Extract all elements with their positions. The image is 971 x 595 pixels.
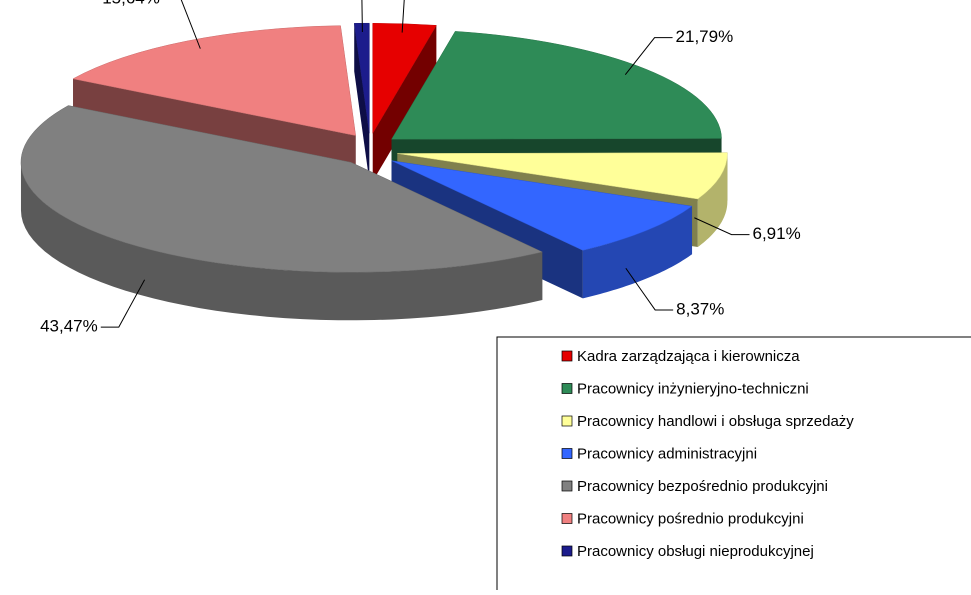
slice-radial-side <box>372 25 437 182</box>
legend-swatch <box>561 350 573 362</box>
legend-swatch <box>561 415 573 427</box>
pie-tops <box>20 22 728 273</box>
legend: Kadra zarządzająca i kierownicza Pracowni… <box>496 336 971 595</box>
leader-line <box>625 267 674 311</box>
legend-label: Pracownicy inżynieryjno-techniczni <box>577 380 809 397</box>
slice <box>391 31 722 140</box>
slice <box>372 23 437 135</box>
slice-outer-side <box>20 162 543 321</box>
legend-swatch <box>561 513 573 524</box>
slice <box>20 105 543 273</box>
data-label: 43,47% <box>40 317 98 336</box>
data-label: 8,37% <box>676 299 724 318</box>
slice <box>397 152 728 200</box>
legend-label: Pracownicy administracyjni <box>577 445 757 462</box>
leader-line <box>361 0 363 33</box>
slice <box>72 25 356 136</box>
data-label: 15,64% <box>102 0 160 7</box>
legend-box <box>496 336 971 595</box>
leader-line <box>694 217 750 236</box>
legend-label: Pracownicy handlowi i obsługa sprzedaży <box>577 413 854 430</box>
legend-label: Pracownicy obsługi nieprodukcyjnej <box>577 543 814 560</box>
data-labels: 3,09%21,79%6,91%8,37%43,47%15,64%0,73% <box>40 0 801 336</box>
data-label: 21,79% <box>676 27 734 46</box>
data-label: 6,91% <box>753 224 801 243</box>
leader-line <box>401 0 405 33</box>
legend-swatch <box>561 448 573 459</box>
legend-label: Pracownicy bezpośrednio produkcyjni <box>577 478 828 495</box>
legend-swatch <box>561 480 573 492</box>
leader-line <box>180 0 201 49</box>
legend-swatch <box>561 383 573 394</box>
legend-swatch <box>561 545 573 557</box>
legend-label: Kadra zarządzająca i kierownicza <box>577 348 800 365</box>
slice-radial-side <box>354 23 370 182</box>
leader-line <box>100 279 146 328</box>
slice <box>391 160 693 251</box>
slice-outer-side <box>582 206 693 299</box>
leader-line <box>624 37 673 76</box>
legend-label: Pracownicy pośrednio produkcyjni <box>577 510 804 527</box>
